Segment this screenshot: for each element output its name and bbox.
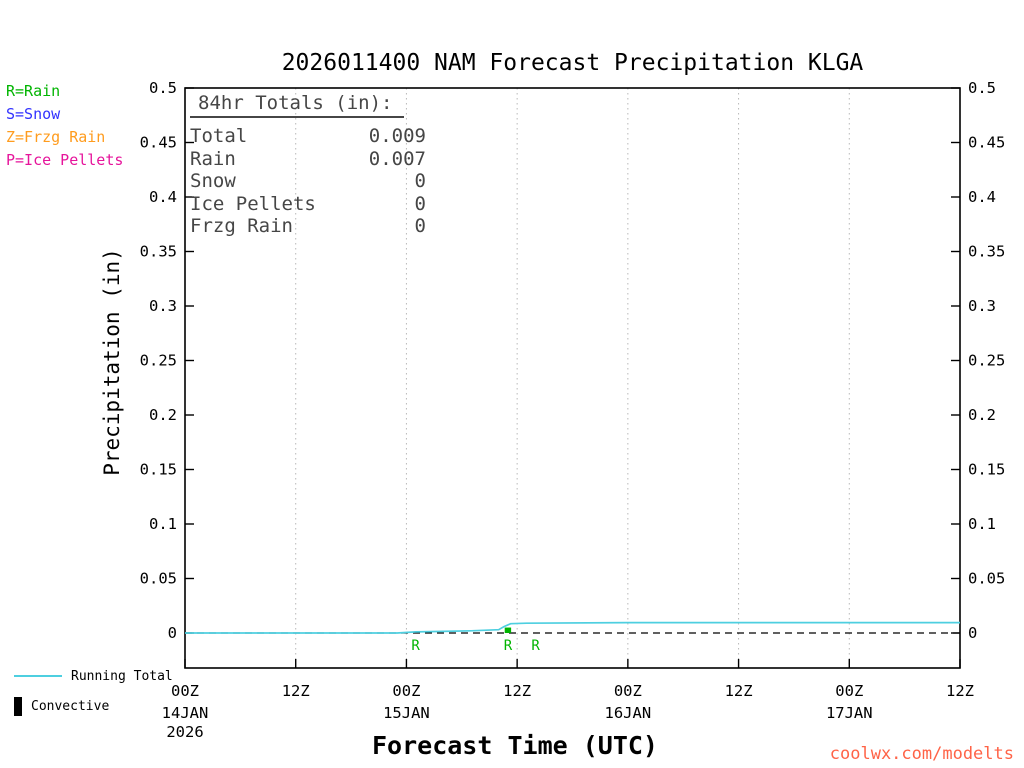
svg-text:12Z: 12Z — [946, 682, 974, 700]
svg-text:0.45: 0.45 — [968, 134, 1005, 152]
y-axis-label: Precipitation (in) — [100, 248, 124, 476]
bottom-legend: Running Total Convective — [14, 666, 173, 716]
ptype-legend-item: Z=Frzg Rain — [6, 128, 106, 146]
svg-text:0.2: 0.2 — [149, 406, 177, 424]
svg-text:00Z: 00Z — [171, 682, 199, 700]
svg-text:0.05: 0.05 — [968, 570, 1005, 588]
svg-text:R: R — [411, 638, 420, 654]
svg-text:15JAN: 15JAN — [383, 704, 430, 722]
svg-text:0.05: 0.05 — [140, 570, 177, 588]
running-total-label: Running Total — [71, 668, 173, 684]
svg-text:0.3: 0.3 — [149, 297, 177, 315]
totals-row: Snow 0 — [190, 170, 426, 193]
convective-precip-bar — [504, 627, 512, 633]
svg-text:0.1: 0.1 — [968, 515, 996, 533]
svg-text:16JAN: 16JAN — [605, 704, 652, 722]
legend-convective: Convective — [14, 696, 173, 716]
svg-text:0.25: 0.25 — [968, 352, 1005, 370]
svg-text:00Z: 00Z — [392, 682, 420, 700]
svg-text:0.15: 0.15 — [968, 461, 1005, 479]
plot-border — [184, 87, 961, 669]
svg-text:00Z: 00Z — [614, 682, 642, 700]
ptype-legend-item: R=Rain — [6, 82, 61, 100]
svg-text:0.4: 0.4 — [968, 188, 996, 206]
svg-text:0: 0 — [968, 624, 977, 642]
svg-text:0.5: 0.5 — [968, 79, 996, 97]
x-axis-label: Forecast Time (UTC) — [372, 731, 658, 760]
totals-row: Ice Pellets 0 — [190, 192, 426, 215]
totals-row: Frzg Rain 0 — [190, 215, 426, 238]
totals-heading: 84hr Totals (in): — [190, 92, 405, 118]
svg-text:0.4: 0.4 — [149, 188, 177, 206]
totals-rows: Total 0.009 Rain 0.007 Snow 0 Ice Pellets 0 Frzg… — [190, 125, 426, 238]
svg-text:R: R — [504, 638, 513, 654]
running-total-line — [185, 621, 960, 634]
ptype-legend: R=Rain S=Snow Z=Frzg Rain P=Ice Pellets — [6, 80, 123, 172]
svg-text:0.2: 0.2 — [968, 406, 996, 424]
svg-text:0.3: 0.3 — [968, 297, 996, 315]
totals-row: Rain 0.007 — [190, 147, 426, 170]
svg-text:0.35: 0.35 — [140, 243, 177, 261]
svg-text:17JAN: 17JAN — [826, 704, 873, 722]
svg-text:0: 0 — [168, 624, 177, 642]
totals-row: Total 0.009 — [190, 125, 426, 147]
svg-text:12Z: 12Z — [503, 682, 531, 700]
svg-text:R: R — [531, 638, 540, 654]
ptype-legend-item: S=Snow — [6, 105, 61, 123]
svg-text:0.15: 0.15 — [140, 461, 177, 479]
svg-text:0.45: 0.45 — [140, 134, 177, 152]
ptype-legend-item: P=Ice Pellets — [6, 151, 124, 169]
legend-running-total: Running Total — [14, 666, 173, 686]
watermark-link: coolwx.com/modelts — [829, 744, 1014, 764]
svg-text:0.5: 0.5 — [149, 79, 177, 97]
chart-title: 2026011400 NAM Forecast Precipitation KL… — [281, 50, 864, 76]
svg-text:0.1: 0.1 — [149, 515, 177, 533]
running-total-line-swatch — [14, 675, 62, 677]
totals-box: 84hr Totals (in): Total 0.009 Rain 0.007 Sno… — [190, 92, 426, 238]
svg-text:00Z: 00Z — [835, 682, 863, 700]
svg-text:12Z: 12Z — [282, 682, 310, 700]
svg-text:12Z: 12Z — [725, 682, 753, 700]
convective-bar-swatch — [14, 696, 22, 716]
svg-text:0.35: 0.35 — [968, 243, 1005, 261]
y-axis-ticks: 0 0 0.05 0.05 0.1 0.1 0.15 0.15 0.2 0.2 0.25 0.25 0.… — [140, 79, 1006, 642]
svg-text:14JAN: 14JAN — [162, 704, 209, 722]
convective-label: Convective — [31, 698, 110, 714]
svg-text:0.25: 0.25 — [140, 352, 177, 370]
svg-text:2026: 2026 — [166, 723, 203, 741]
